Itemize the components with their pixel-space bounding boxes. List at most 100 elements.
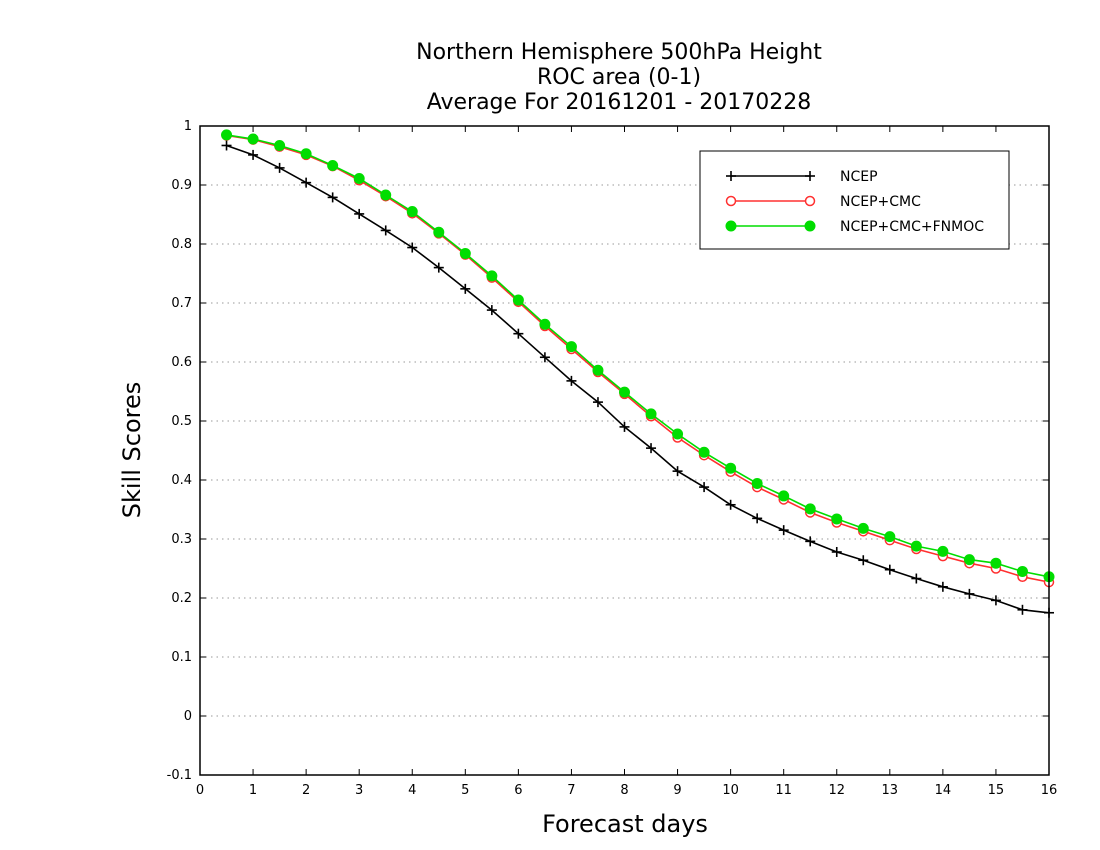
y-tick-label: 0.4 bbox=[171, 473, 192, 488]
grid-lines bbox=[200, 184, 1049, 717]
plot-frame bbox=[199, 125, 1050, 776]
data-point bbox=[459, 247, 471, 259]
data-point bbox=[831, 546, 842, 557]
data-point bbox=[725, 462, 737, 474]
data-point bbox=[778, 525, 789, 536]
y-tick-label: 0.9 bbox=[171, 178, 192, 193]
x-tick-label: 3 bbox=[355, 783, 363, 798]
data-point bbox=[990, 557, 1002, 569]
data-point bbox=[592, 397, 603, 408]
data-point bbox=[911, 573, 922, 584]
data-point bbox=[619, 421, 630, 432]
data-point bbox=[380, 189, 392, 201]
data-point bbox=[804, 503, 816, 515]
data-point bbox=[857, 522, 869, 534]
y-tick-label: 0 bbox=[184, 709, 192, 724]
x-tick-label: 15 bbox=[988, 783, 1005, 798]
plot-series bbox=[221, 129, 1055, 618]
x-tick-label: 9 bbox=[673, 783, 681, 798]
data-point bbox=[301, 177, 312, 188]
x-tick-label: 7 bbox=[567, 783, 575, 798]
data-point bbox=[884, 531, 896, 543]
x-axis-ticks: 0 1 2 3 4 5 6 7 8 9 10 11 12 13 14 15 16 bbox=[196, 126, 1057, 798]
data-point bbox=[327, 160, 339, 172]
y-tick-label: 0.6 bbox=[171, 355, 192, 370]
data-point bbox=[221, 140, 232, 151]
legend-label: NCEP bbox=[840, 169, 878, 185]
x-tick-label: 0 bbox=[196, 783, 204, 798]
data-point bbox=[805, 536, 816, 547]
y-tick-label: -0.1 bbox=[167, 768, 192, 783]
x-tick-label: 10 bbox=[722, 783, 739, 798]
x-tick-label: 6 bbox=[514, 783, 522, 798]
data-point bbox=[910, 540, 922, 552]
x-tick-label: 4 bbox=[408, 783, 416, 798]
data-point bbox=[433, 262, 444, 273]
x-tick-label: 2 bbox=[302, 783, 310, 798]
data-point bbox=[486, 305, 497, 316]
data-point bbox=[646, 443, 657, 454]
series-2 bbox=[221, 129, 1055, 583]
data-point bbox=[539, 318, 551, 330]
data-point bbox=[539, 352, 550, 363]
data-point bbox=[354, 208, 365, 219]
y-tick-label: 1 bbox=[184, 119, 192, 134]
data-point bbox=[1017, 604, 1028, 615]
legend-marker bbox=[804, 220, 816, 232]
legend-marker bbox=[804, 195, 816, 207]
data-point bbox=[566, 375, 577, 386]
y-tick-label: 0.7 bbox=[171, 296, 192, 311]
y-tick-label: 0.1 bbox=[171, 650, 192, 665]
data-point bbox=[937, 581, 948, 592]
data-point bbox=[327, 192, 338, 203]
data-point bbox=[884, 564, 895, 575]
y-tick-label: 0.8 bbox=[171, 237, 192, 252]
data-point bbox=[752, 513, 763, 524]
legend-label: NCEP+CMC+FNMOC bbox=[840, 219, 984, 235]
data-point bbox=[672, 466, 683, 477]
legend-box bbox=[699, 150, 1010, 250]
data-point bbox=[831, 513, 843, 525]
x-tick-label: 8 bbox=[620, 783, 628, 798]
data-point bbox=[353, 173, 365, 185]
legend-item: NCEP bbox=[726, 169, 878, 185]
x-tick-label: 16 bbox=[1041, 783, 1058, 798]
y-tick-label: 0.3 bbox=[171, 532, 192, 547]
series-0 bbox=[221, 140, 1054, 618]
legend-marker bbox=[805, 171, 815, 181]
chart-title: Northern Hemisphere 500hPa Height ROC ar… bbox=[416, 40, 822, 115]
x-axis-label: Forecast days bbox=[542, 810, 708, 838]
data-point bbox=[725, 499, 736, 510]
data-point bbox=[858, 555, 869, 566]
data-point bbox=[1016, 565, 1028, 577]
legend-marker bbox=[725, 220, 737, 232]
data-point bbox=[513, 328, 524, 339]
data-point bbox=[699, 482, 710, 493]
data-point bbox=[247, 133, 259, 145]
data-point bbox=[937, 545, 949, 557]
data-point bbox=[380, 225, 391, 236]
data-point bbox=[460, 283, 471, 294]
legend-marker bbox=[725, 195, 737, 207]
data-point bbox=[778, 490, 790, 502]
data-point bbox=[751, 478, 763, 490]
data-point bbox=[433, 226, 445, 238]
data-point bbox=[221, 129, 233, 141]
x-tick-label: 14 bbox=[935, 783, 952, 798]
data-point bbox=[248, 149, 259, 160]
data-point bbox=[300, 148, 312, 160]
data-point bbox=[406, 206, 418, 218]
data-point bbox=[512, 294, 524, 306]
y-tick-label: 0.2 bbox=[171, 591, 192, 606]
data-point bbox=[486, 270, 498, 282]
data-point bbox=[964, 588, 975, 599]
x-tick-label: 11 bbox=[775, 783, 792, 798]
data-point bbox=[619, 386, 630, 398]
chart-title-line-2: ROC area (0-1) bbox=[537, 65, 701, 90]
data-point bbox=[698, 446, 710, 458]
legend-label: NCEP+CMC bbox=[840, 194, 921, 210]
x-tick-label: 13 bbox=[882, 783, 899, 798]
data-point bbox=[990, 595, 1001, 606]
data-point bbox=[592, 364, 604, 376]
data-point bbox=[274, 162, 285, 173]
